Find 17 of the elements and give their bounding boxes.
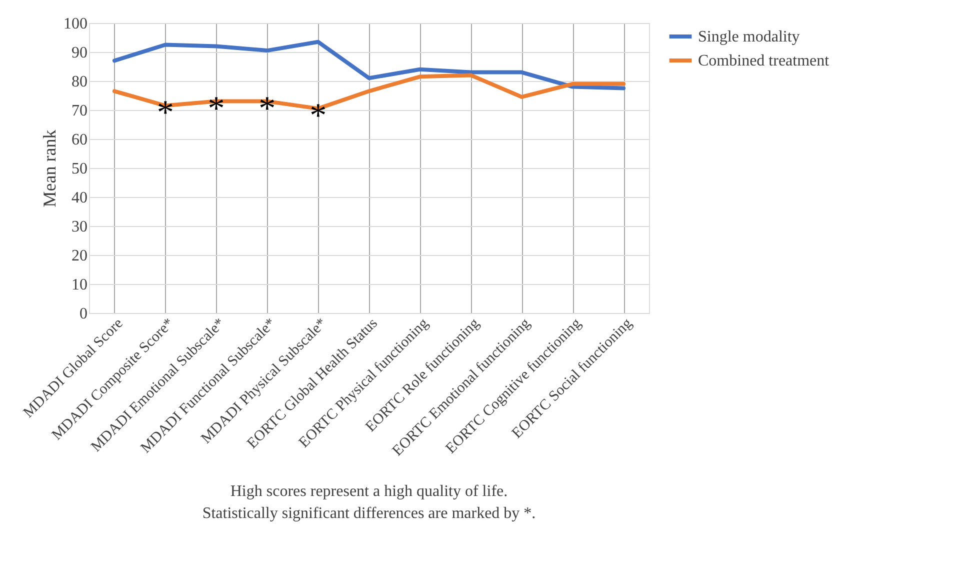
y-tick-label: 40 — [72, 190, 88, 206]
y-tick-label: 20 — [72, 248, 88, 264]
y-tick-label: 70 — [72, 102, 88, 120]
line-series — [112, 40, 626, 90]
legend-label: Single modality — [698, 28, 800, 46]
y-tick-label: 30 — [72, 218, 88, 236]
text: Statistically significant differences are marked by *. — [202, 505, 536, 522]
y-tick-label: 100 — [64, 16, 88, 32]
y-tick-label: 10 — [72, 276, 88, 294]
legend-label: Combined treatment — [698, 52, 830, 70]
y-tick-label: 0 — [80, 306, 88, 322]
text: High scores represent a high quality of life. — [230, 483, 508, 500]
y-axis-title: Mean rank — [40, 130, 60, 208]
y-tick-label: 50 — [72, 160, 88, 178]
y-tick-label: 80 — [72, 74, 88, 90]
y-tick-label: 60 — [72, 132, 88, 148]
y-tick-label: 90 — [72, 44, 88, 62]
